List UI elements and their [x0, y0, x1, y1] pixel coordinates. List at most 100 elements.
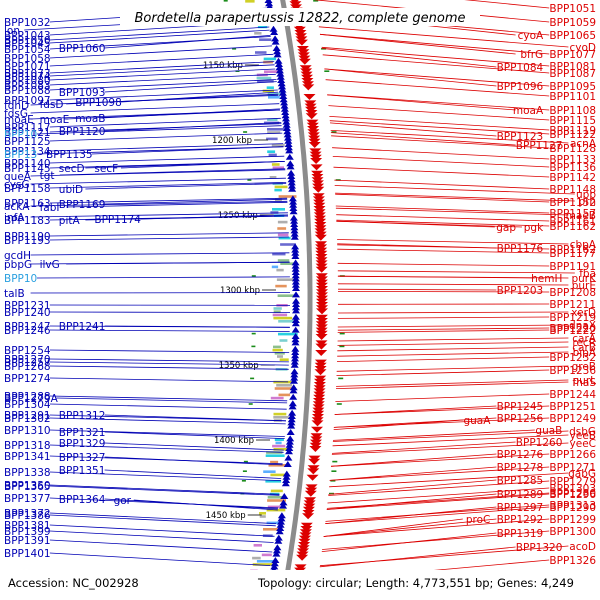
- right-gene-label: BPP1219: [549, 312, 596, 324]
- right-strand-gene-arrow: [306, 474, 319, 481]
- left-leader-line: [36, 125, 282, 135]
- left-strand-gene-arrow: [273, 51, 282, 58]
- left-strand-gene-arrow: [291, 281, 300, 288]
- left-gene-label: BPP1120: [59, 126, 106, 138]
- left-leader-line: [49, 311, 291, 314]
- right-strand-gene-arrow: [315, 266, 328, 273]
- feature-band: [259, 515, 266, 518]
- left-gene-label: BPP1045: [4, 38, 51, 50]
- left-strand-gene-arrow: [291, 326, 300, 333]
- left-strand-gene-arrow: [270, 29, 279, 35]
- right-leader-line: [337, 346, 569, 352]
- right-gene-label: BPP1115: [549, 115, 596, 127]
- left-leader-line: [49, 365, 289, 370]
- left-leader-line: [104, 325, 290, 328]
- feature-band: [272, 252, 286, 256]
- right-strand-gene-arrow: [314, 222, 327, 228]
- left-strand-gene-arrow: [286, 435, 295, 442]
- right-strand-gene-arrow: [311, 177, 324, 184]
- left-strand-gene-arrow: [291, 272, 300, 279]
- right-strand-gene-arrow: [316, 305, 328, 312]
- right-strand-gene-arrow: [315, 257, 328, 264]
- feature-band: [278, 332, 298, 336]
- left-leader-line: [49, 232, 289, 237]
- left-strand-gene-arrow: [291, 336, 300, 343]
- feature-band: [245, 0, 255, 3]
- right-gene-label: guaA: [463, 415, 491, 427]
- right-strand-gene-arrow: [313, 209, 326, 216]
- right-strand-gene-arrow: [311, 417, 324, 424]
- left-leader-line: [49, 53, 274, 67]
- right-strand-gene-arrow: [312, 193, 325, 200]
- right-strand-gene-arrow: [315, 327, 328, 334]
- left-gene-label: BPP1254: [4, 345, 51, 357]
- left-strand-gene-arrow: [283, 131, 292, 138]
- kbp-marker-label: 1400 kbp: [214, 436, 254, 446]
- left-leader-line: [49, 514, 276, 527]
- left-strand-gene-arrow: [292, 291, 300, 298]
- right-gene-label: gap: [496, 222, 516, 234]
- feature-band: [263, 57, 277, 61]
- left-gene-label: BPP1327: [59, 452, 106, 464]
- left-strand-gene-arrow: [283, 125, 291, 131]
- right-leader-line: [335, 381, 569, 389]
- right-leader-line: [318, 26, 569, 48]
- right-gene-label: BPP1292: [497, 514, 544, 526]
- right-leader-line: [328, 479, 497, 495]
- left-strand-gene-arrow: [277, 80, 286, 87]
- feature-band: [254, 32, 262, 35]
- green-tick-mark: [336, 403, 342, 405]
- right-strand-gene-arrow: [315, 350, 328, 356]
- right-strand-gene-arrow: [313, 202, 326, 209]
- right-gene-label: maeB: [566, 210, 596, 222]
- left-gene-label: BPP1381: [4, 520, 51, 532]
- right-gene-label: BPP1313: [549, 500, 596, 512]
- right-gene-label: carA: [572, 333, 597, 345]
- left-strand-gene-arrow: [277, 518, 285, 525]
- right-leader-line: [333, 166, 550, 178]
- right-strand-gene-arrow: [313, 391, 326, 398]
- right-gene-label: BPP1300: [549, 526, 596, 538]
- right-strand-gene-arrow: [315, 324, 328, 331]
- feature-band: [277, 233, 289, 237]
- green-tick-mark: [329, 492, 334, 495]
- green-tick-mark: [242, 470, 247, 472]
- left-strand-gene-arrow: [284, 144, 293, 151]
- right-strand-gene-arrow: [294, 564, 307, 571]
- feature-band: [273, 307, 282, 310]
- green-tick-mark: [248, 403, 253, 405]
- left-leader-line: [49, 197, 288, 204]
- right-leader-line: [333, 417, 497, 428]
- left-strand-gene-arrow: [270, 560, 279, 567]
- right-strand-gene-arrow: [295, 36, 308, 43]
- right-leader-line: [329, 116, 550, 131]
- right-strand-gene-arrow: [307, 468, 320, 475]
- right-strand-gene-arrow: [305, 484, 318, 491]
- left-leader-line: [104, 35, 271, 49]
- right-strand-gene-arrow: [305, 487, 318, 494]
- right-strand-gene-arrow: [300, 522, 313, 529]
- feature-band: [270, 211, 279, 214]
- left-leader-line: [49, 26, 270, 41]
- right-strand-gene-arrow: [314, 378, 326, 385]
- right-gene-label: BPP1059: [549, 17, 596, 29]
- feature-band: [259, 512, 266, 515]
- right-strand-gene-arrow: [311, 180, 324, 187]
- left-strand-gene-arrow: [281, 480, 290, 487]
- right-gene-label: BPP1256: [497, 413, 544, 425]
- left-gene-label: moaE: [4, 114, 34, 126]
- left-leader-line: [49, 155, 285, 164]
- right-strand-gene-arrow: [316, 295, 328, 302]
- left-gene-label: pbpG: [4, 259, 32, 271]
- feature-bands: [223, 0, 345, 574]
- left-gene-label: BPP1193: [4, 235, 51, 247]
- left-gene-label: tgt: [40, 170, 55, 182]
- right-gene-label: BPP1319: [497, 528, 544, 540]
- left-leader-line: [104, 456, 283, 466]
- left-leader-line: [49, 61, 275, 74]
- right-strand-gene-arrow: [314, 362, 327, 369]
- right-gene-label: BPP1271: [549, 462, 596, 474]
- right-leader-line: [333, 417, 550, 428]
- left-leader-line: [85, 183, 287, 190]
- feature-band: [278, 393, 291, 397]
